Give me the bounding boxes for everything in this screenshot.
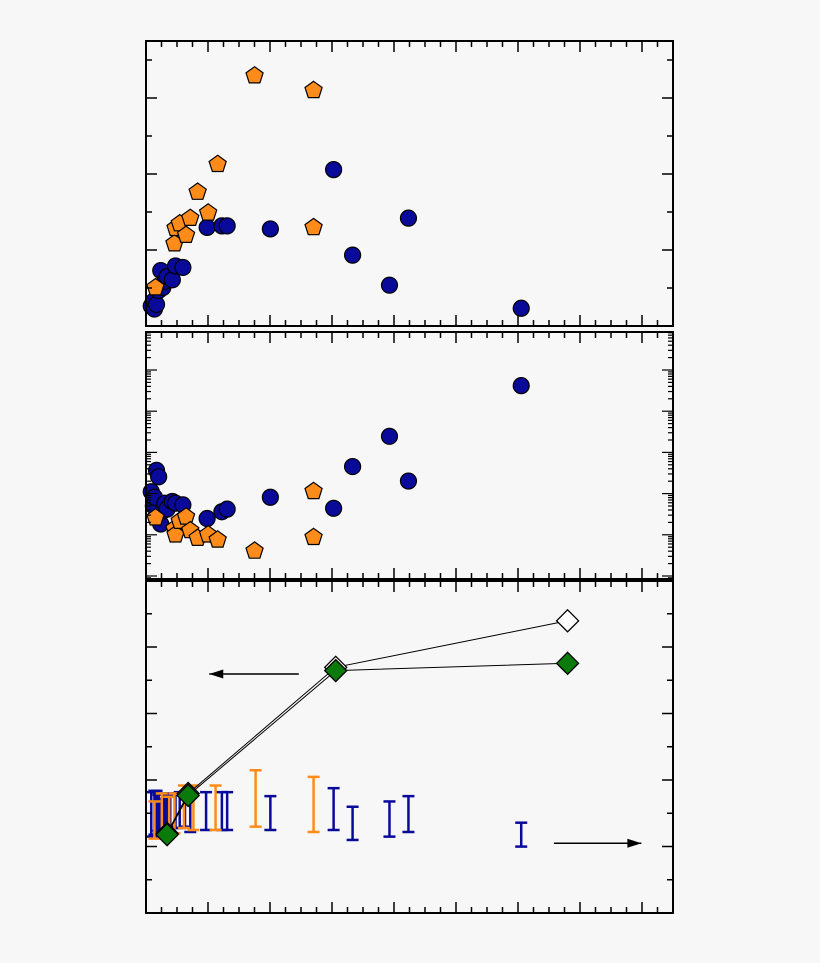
arrow-head — [209, 669, 224, 679]
data-point-circle — [174, 258, 192, 277]
data-point-circle — [399, 209, 418, 227]
error-bar — [515, 821, 528, 848]
error-bar — [402, 794, 415, 834]
open-series-line — [166, 620, 568, 834]
data-point-circle — [380, 427, 399, 445]
data-point-diamond-filled — [155, 822, 179, 847]
data-point-circle — [343, 246, 362, 264]
data-point-diamond-open — [555, 608, 580, 633]
data-point-circle — [198, 218, 216, 237]
data-point-pentagon — [304, 527, 323, 546]
data-point-circle — [261, 220, 279, 238]
data-point-pentagon — [245, 541, 264, 559]
bottom-panel — [145, 579, 674, 914]
data-point-pentagon — [146, 277, 165, 296]
data-point-circle — [343, 457, 362, 476]
data-point-pentagon — [304, 80, 323, 99]
data-point-circle — [150, 468, 168, 486]
left-arrow — [209, 669, 299, 679]
error-bar — [264, 794, 277, 832]
data-point-pentagon — [208, 154, 227, 173]
data-point-pentagon — [304, 481, 323, 500]
error-bar — [307, 775, 320, 834]
data-point-pentagon — [198, 203, 218, 221]
error-bar — [148, 800, 161, 840]
error-bar — [383, 800, 396, 838]
data-point-circle — [218, 217, 236, 235]
data-point-circle — [218, 500, 236, 518]
arrow-head — [627, 838, 642, 848]
data-point-circle — [198, 509, 216, 528]
data-point-circle — [325, 161, 343, 179]
error-bar — [249, 768, 262, 828]
data-point-pentagon — [180, 208, 200, 226]
data-point-pentagon — [188, 182, 207, 200]
error-bar — [346, 805, 359, 842]
data-point-circle — [325, 499, 343, 517]
middle-panel — [142, 331, 674, 580]
data-point-circle — [512, 377, 530, 395]
error-bar — [327, 786, 340, 832]
top-panel-plot-area — [146, 41, 673, 326]
error-bar — [209, 784, 222, 832]
data-point-pentagon — [176, 225, 196, 243]
error-bar — [221, 790, 234, 832]
top-panel — [142, 40, 674, 327]
middle-panel-plot-area — [146, 332, 673, 579]
bottom-panel-plot-area — [146, 581, 673, 913]
filled-series-line — [166, 662, 568, 835]
data-point-circle — [399, 472, 418, 490]
data-point-diamond-filled — [555, 651, 580, 676]
right-arrow — [553, 838, 642, 848]
data-point-diamond-filled — [176, 783, 201, 808]
data-point-pentagon — [245, 65, 264, 84]
data-point-pentagon — [208, 530, 227, 548]
data-point-circle — [512, 299, 530, 317]
data-point-circle — [380, 276, 399, 294]
data-point-pentagon — [146, 507, 165, 526]
data-point-diamond-filled — [323, 658, 348, 683]
data-point-pentagon — [304, 217, 323, 236]
data-point-circle — [261, 488, 279, 506]
